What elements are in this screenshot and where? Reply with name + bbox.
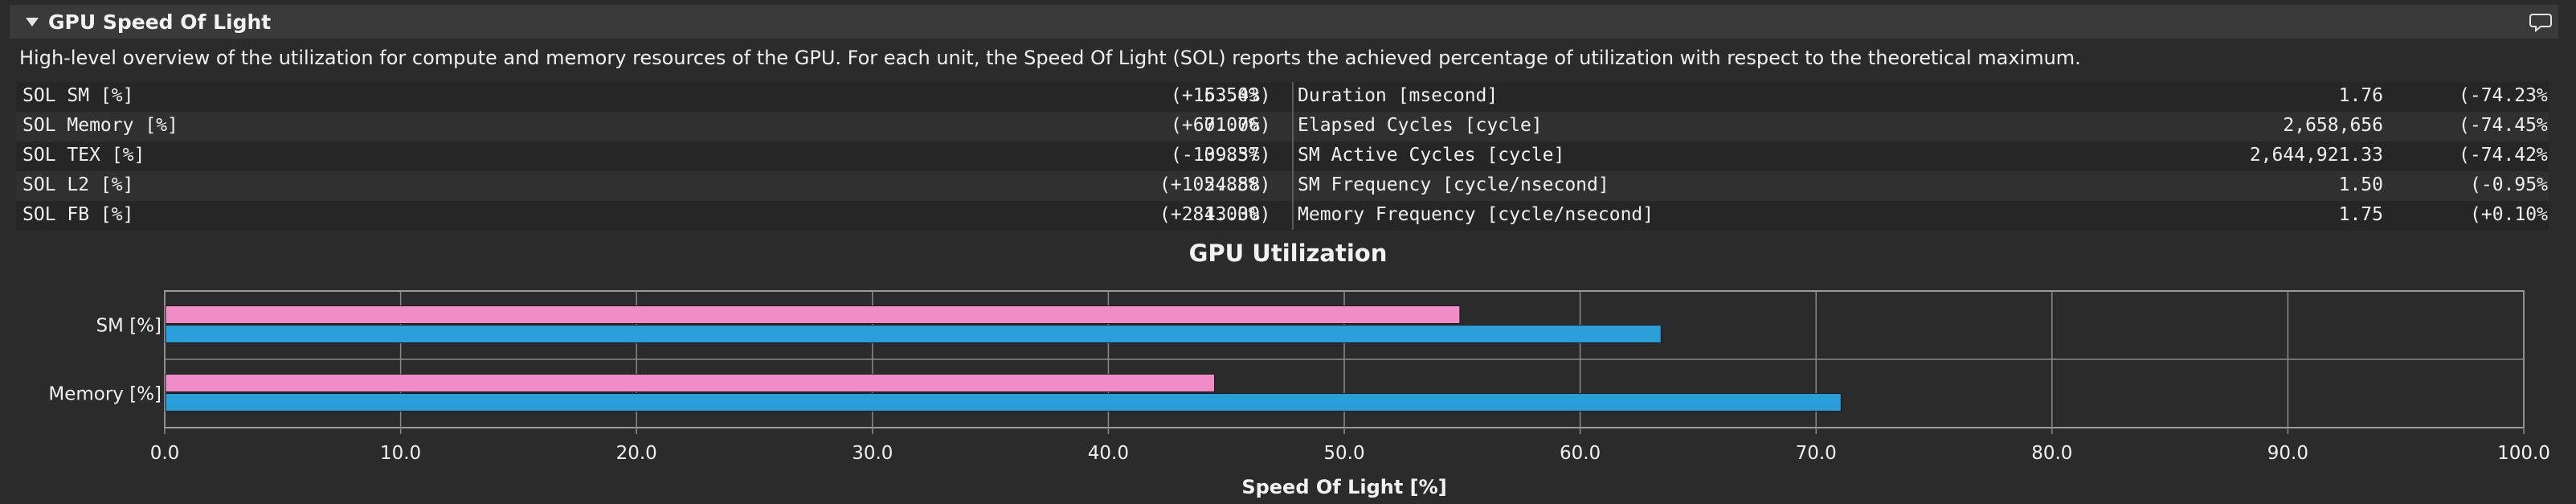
x-tick-label: 80.0 xyxy=(2031,443,2072,464)
metric-name: SOL SM [%] xyxy=(22,85,134,106)
x-tick-label: 50.0 xyxy=(1323,443,1364,464)
metric-value: 24.58 xyxy=(1204,174,1260,195)
y-category-label: SM [%] xyxy=(96,316,162,337)
metric-name: Elapsed Cycles [cycle] xyxy=(1298,115,1543,136)
column-divider xyxy=(1292,82,1294,230)
metric-delta: (+60.07%) xyxy=(1171,115,1271,136)
metric-delta: (+281.00%) xyxy=(1159,204,1271,225)
metric-name: SOL FB [%] xyxy=(22,204,134,225)
section-header[interactable]: GPU Speed Of Light xyxy=(10,5,2558,39)
metric-value: 1.75 xyxy=(2338,204,2383,225)
section-title: GPU Speed Of Light xyxy=(48,10,272,34)
metric-delta: (+105.88%) xyxy=(1159,174,1271,195)
bar[interactable] xyxy=(165,305,1461,324)
metric-name: SOL TEX [%] xyxy=(22,145,145,166)
metric-name: Duration [msecond] xyxy=(1298,85,1499,106)
metrics-row: SOL Memory [%] 71.06 (+60.07%) Elapsed C… xyxy=(16,112,2549,141)
x-tick-label: 40.0 xyxy=(1088,443,1129,464)
x-tick-label: 20.0 xyxy=(616,443,657,464)
metric-delta: (-0.95% xyxy=(2470,174,2548,195)
metrics-row: SOL FB [%] 43.30 (+281.00%) Memory Frequ… xyxy=(16,201,2549,231)
x-tick-label: 100.0 xyxy=(2497,443,2550,464)
metric-delta: (-74.42% xyxy=(2459,145,2548,166)
metrics-row: SOL TEX [%] 39.57 (-10.83%) SM Active Cy… xyxy=(16,141,2549,171)
x-tick-label: 60.0 xyxy=(1560,443,1601,464)
metric-delta: (+0.10% xyxy=(2470,204,2548,225)
x-tick-label: 70.0 xyxy=(1796,443,1837,464)
metric-delta: (-10.83%) xyxy=(1171,145,1271,166)
bar[interactable] xyxy=(165,393,1842,412)
metric-name: SM Frequency [cycle/nsecond] xyxy=(1298,174,1609,195)
metric-delta: (+15.50%) xyxy=(1171,85,1271,106)
metrics-row: SOL L2 [%] 24.58 (+105.88%) SM Frequency… xyxy=(16,171,2549,201)
x-axis-label: Speed Of Light [%] xyxy=(1241,476,1446,498)
metric-value: 71.06 xyxy=(1204,115,1260,136)
metric-value: 1.50 xyxy=(2338,174,2383,195)
metric-delta: (-74.45% xyxy=(2459,115,2548,136)
section-description: High-level overview of the utilization f… xyxy=(19,47,2081,69)
chart-title: GPU Utilization xyxy=(1188,240,1388,267)
metrics-table: SOL SM [%] 63.43 (+15.50%) Duration [mse… xyxy=(16,82,2549,231)
y-category-label: Memory [%] xyxy=(48,384,162,405)
metrics-row: SOL SM [%] 63.43 (+15.50%) Duration [mse… xyxy=(16,82,2549,112)
x-tick-label: 30.0 xyxy=(852,443,893,464)
collapse-caret-icon[interactable] xyxy=(26,17,39,27)
x-tick-label: 10.0 xyxy=(380,443,421,464)
metric-value: 39.57 xyxy=(1204,145,1260,166)
metric-value: 2,644,921.33 xyxy=(2249,145,2383,166)
metric-name: SOL L2 [%] xyxy=(22,174,134,195)
metric-delta: (-74.23% xyxy=(2459,85,2548,106)
metric-value: 2,658,656 xyxy=(2283,115,2383,136)
bar[interactable] xyxy=(165,374,1216,392)
metric-name: SOL Memory [%] xyxy=(22,115,178,136)
x-tick-label: 0.0 xyxy=(150,443,180,464)
bar[interactable] xyxy=(165,325,1662,343)
x-tick-label: 90.0 xyxy=(2267,443,2308,464)
metric-value: 43.30 xyxy=(1204,204,1260,225)
metric-name: Memory Frequency [cycle/nsecond] xyxy=(1298,204,1654,225)
metric-value: 1.76 xyxy=(2338,85,2383,106)
metric-name: SM Active Cycles [cycle] xyxy=(1298,145,1565,166)
metric-value: 63.43 xyxy=(1204,85,1260,106)
comment-icon[interactable] xyxy=(2529,10,2554,34)
